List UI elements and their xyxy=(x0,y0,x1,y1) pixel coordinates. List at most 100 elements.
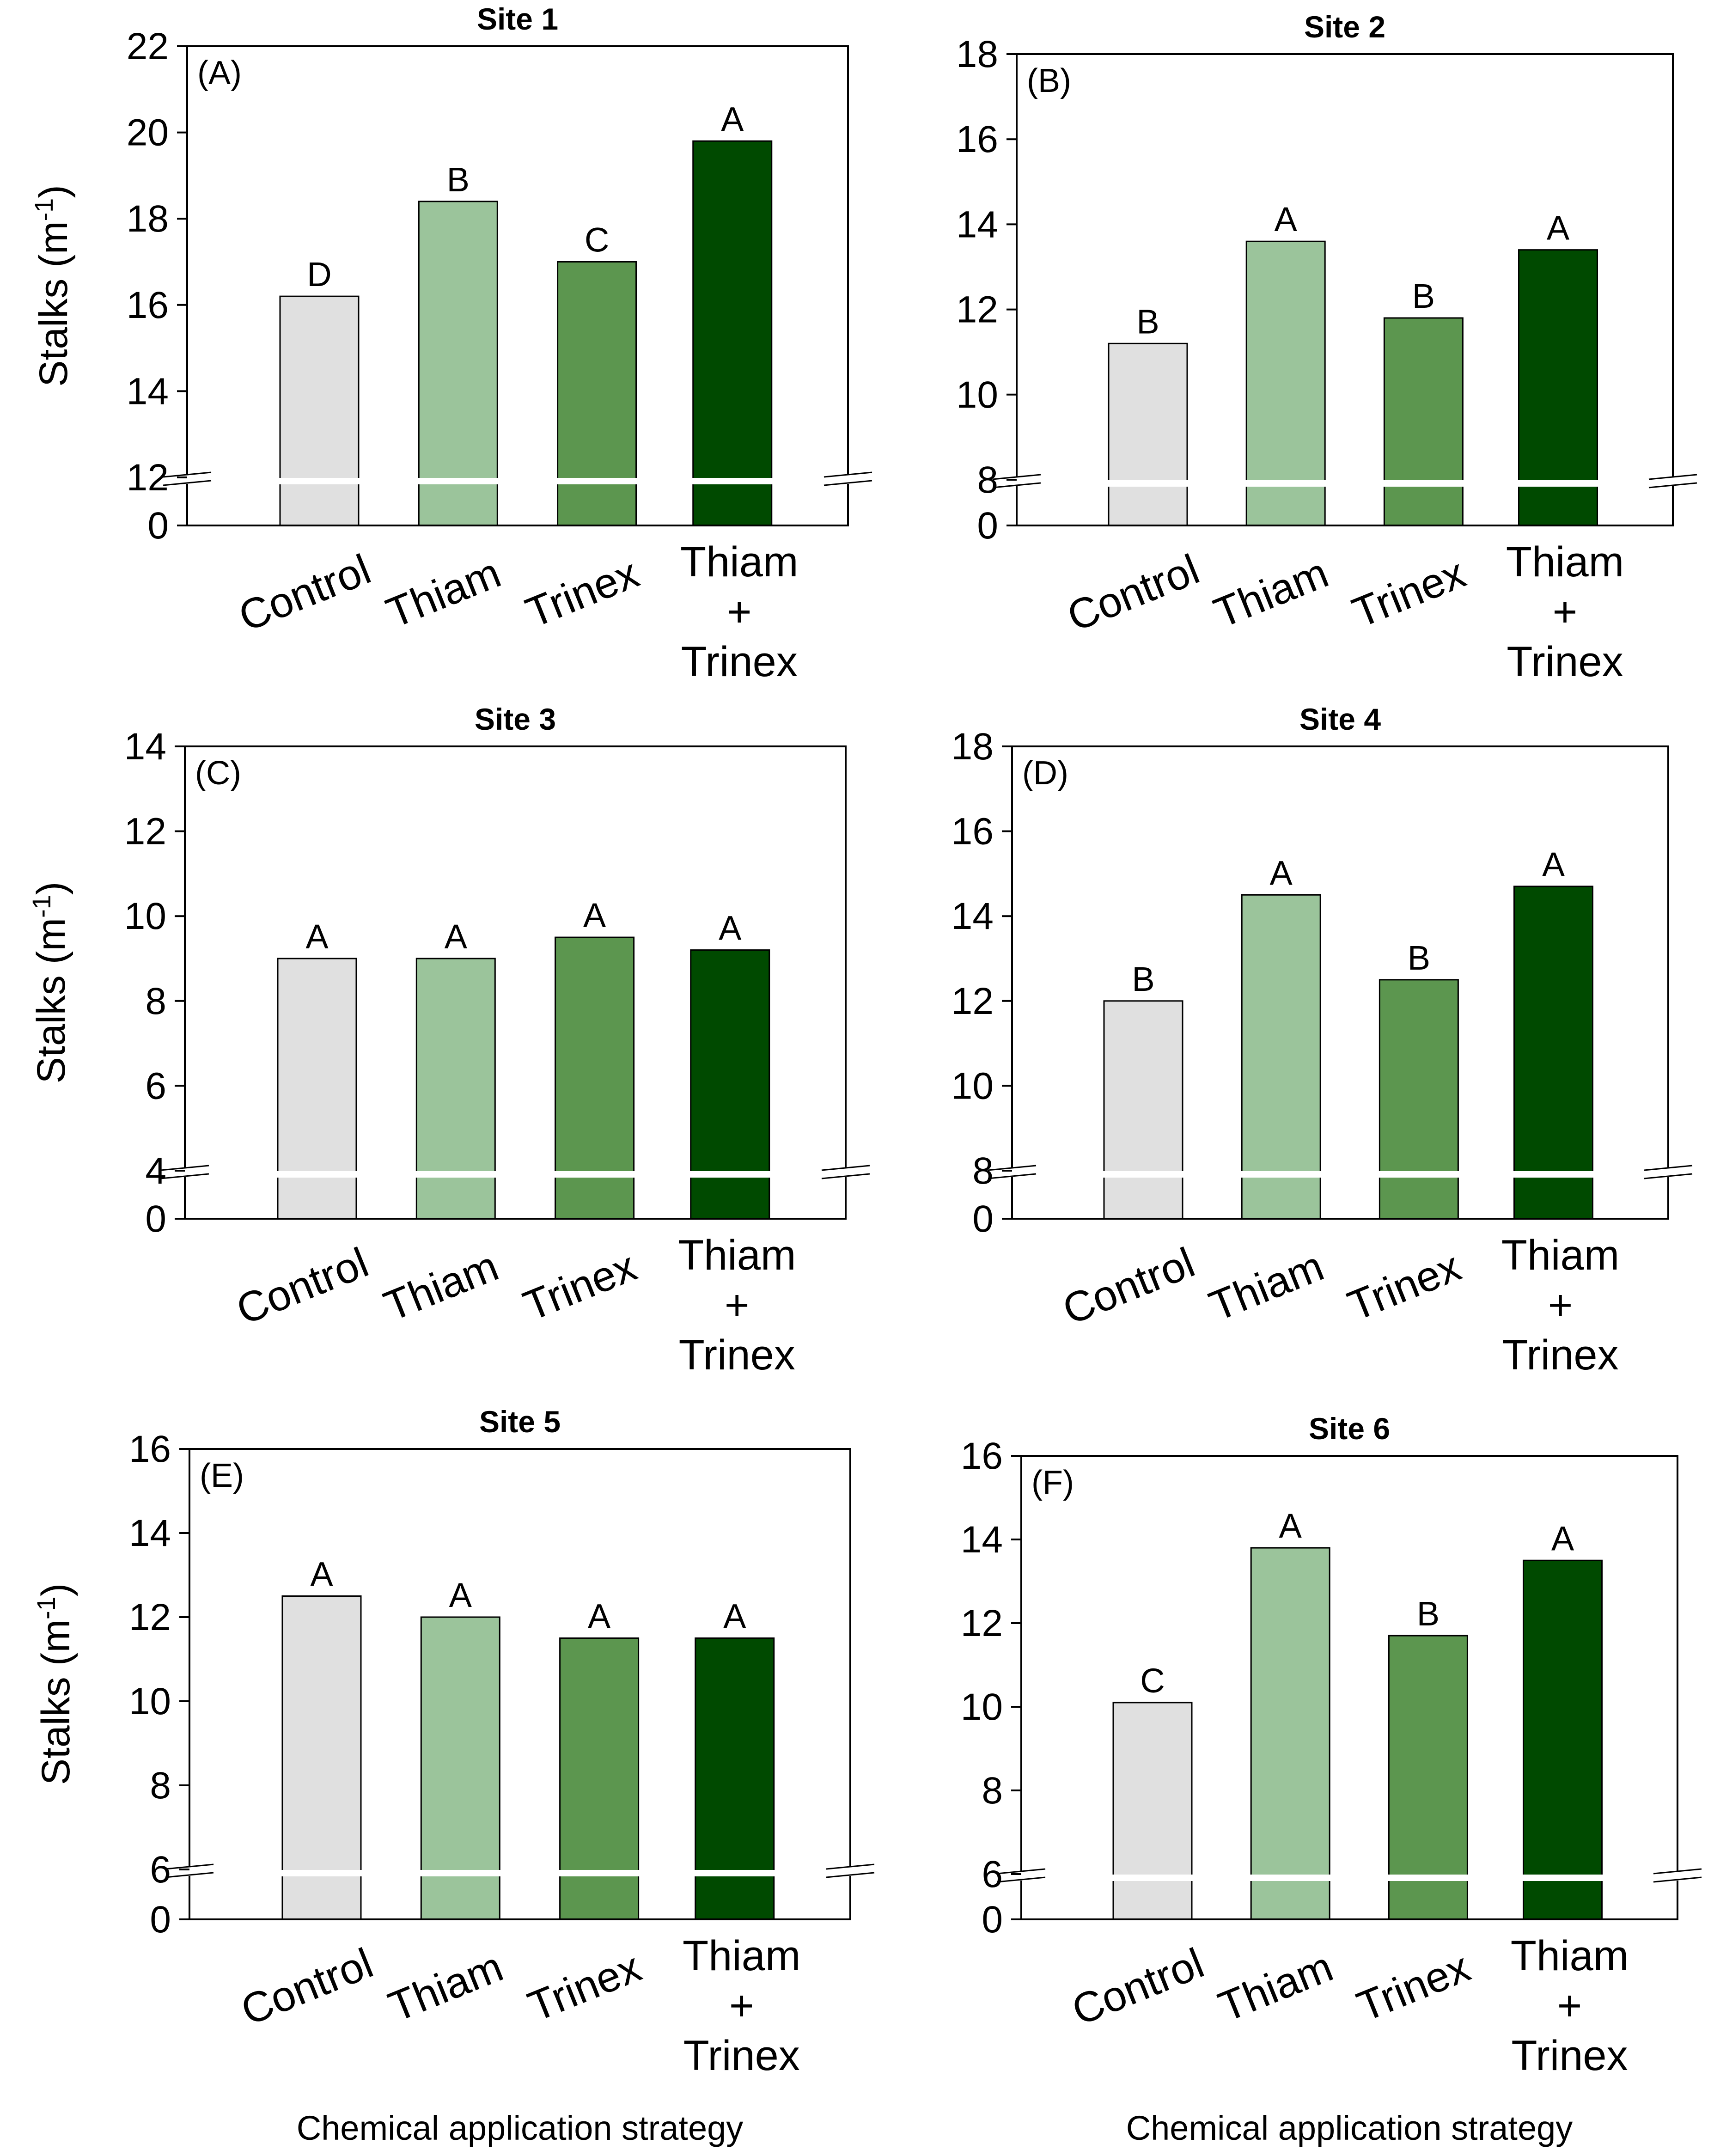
plot-frame-upper xyxy=(184,745,847,1168)
x-tick-label-line: Thiam xyxy=(683,1932,801,1979)
bar-2 xyxy=(1250,1547,1330,1920)
y-tick-label: 6 xyxy=(982,1853,1003,1895)
bar-1 xyxy=(1112,1702,1193,1920)
y-tick-label: 16 xyxy=(961,1435,1003,1477)
x-axis-label: Chemical application strategy xyxy=(297,2109,744,2147)
significance-label: A xyxy=(723,1597,746,1636)
plot-frame-lower xyxy=(186,484,849,526)
plot-frame-lower xyxy=(1016,486,1674,526)
x-tick-label: Control xyxy=(232,545,377,641)
y-tick-label-baseline: 0 xyxy=(982,1899,1003,1941)
site-title: Site 1 xyxy=(477,2,558,36)
y-tick-label: 10 xyxy=(129,1680,171,1722)
y-tick-label: 10 xyxy=(956,374,998,416)
axis-break-band xyxy=(1024,1875,1675,1881)
axis-break-mark xyxy=(992,482,1041,489)
x-tick-label-line: + xyxy=(1553,588,1578,635)
significance-label: D xyxy=(307,255,331,293)
bar-2 xyxy=(418,201,498,526)
bar-4 xyxy=(1513,886,1593,1220)
y-tick-label: 16 xyxy=(952,811,994,853)
panel-letter: (F) xyxy=(1031,1464,1074,1501)
axis-break-mark xyxy=(1644,1173,1693,1179)
y-tick-label: 14 xyxy=(127,370,169,412)
bar-3 xyxy=(1383,317,1464,526)
bar-3 xyxy=(559,1637,640,1920)
axis-break-mark xyxy=(165,1863,214,1870)
bar-2 xyxy=(1241,894,1321,1220)
significance-label: A xyxy=(1275,200,1298,238)
bar-2 xyxy=(420,1616,500,1920)
plot-frame-lower xyxy=(189,1876,851,1920)
bar-1 xyxy=(279,295,360,526)
x-tick-label: Control xyxy=(1061,545,1206,641)
y-tick-label-baseline: 0 xyxy=(972,1198,994,1240)
bar-4 xyxy=(690,949,770,1220)
bar-3 xyxy=(1388,1635,1468,1920)
bar-4 xyxy=(1518,249,1598,526)
x-tick-label-line: Thiam xyxy=(680,538,799,586)
y-tick-label: 12 xyxy=(124,811,166,853)
x-tick-label: Control xyxy=(1066,1939,1210,2034)
x-tick-label-line: + xyxy=(1548,1282,1573,1329)
x-tick-label: Trinex xyxy=(519,550,645,637)
significance-label: A xyxy=(721,100,744,138)
y-tick-label: 8 xyxy=(972,1150,994,1192)
axis-break-mark xyxy=(163,480,212,486)
bar-4 xyxy=(695,1637,775,1920)
y-tick-label: 8 xyxy=(150,1765,171,1807)
axis-break-mark xyxy=(1653,1868,1702,1875)
y-tick-label-baseline: 0 xyxy=(977,505,998,547)
panel-letter: (C) xyxy=(195,755,241,792)
axis-break-mark xyxy=(823,471,872,478)
y-tick-label: 14 xyxy=(961,1519,1003,1561)
x-tick-label-line: Thiam xyxy=(1506,538,1624,586)
axis-break-mark xyxy=(823,480,872,486)
y-axis-label: Stalks (m-1) xyxy=(27,882,74,1084)
x-tick-label-line: + xyxy=(729,1982,754,2029)
y-tick-label: 6 xyxy=(150,1849,171,1891)
plot-frame-upper xyxy=(1020,1455,1678,1871)
y-tick-label: 12 xyxy=(129,1596,171,1638)
plot-frame-upper xyxy=(186,45,849,475)
y-tick-label: 8 xyxy=(982,1770,1003,1812)
panel-letter: (D) xyxy=(1022,755,1068,792)
significance-label: A xyxy=(1279,1507,1302,1545)
y-tick-label: 12 xyxy=(956,289,998,331)
x-tick-label-line: Trinex xyxy=(1511,2032,1628,2079)
x-tick-label: Thiam xyxy=(1203,1242,1330,1330)
bar-1 xyxy=(281,1595,362,1920)
significance-label: A xyxy=(449,1576,472,1614)
axis-break-mark xyxy=(826,1863,875,1870)
significance-label: A xyxy=(719,909,742,947)
axis-break-mark xyxy=(1644,1165,1693,1171)
y-tick-label: 18 xyxy=(127,198,169,240)
axis-break-mark xyxy=(1653,1876,1702,1883)
plot-frame-lower xyxy=(184,1177,847,1220)
significance-label: B xyxy=(1132,960,1154,998)
y-tick-label: 10 xyxy=(952,1065,994,1107)
y-tick-label: 14 xyxy=(129,1512,171,1554)
axis-break-mark xyxy=(821,1165,870,1171)
y-tick-label: 8 xyxy=(145,980,166,1022)
significance-label: B xyxy=(1412,277,1435,315)
plot-frame-upper xyxy=(189,1448,851,1867)
axis-break-mark xyxy=(821,1173,870,1179)
bar-1 xyxy=(277,958,357,1220)
y-tick-label: 16 xyxy=(129,1428,171,1470)
axis-break-band xyxy=(190,478,845,484)
axis-break-mark xyxy=(826,1872,875,1878)
x-tick-label: Trinex xyxy=(1351,1943,1476,2031)
x-tick-label: Trinex xyxy=(1342,1243,1467,1330)
x-tick-label: Control xyxy=(1056,1239,1201,1334)
axis-break-band xyxy=(1019,480,1670,487)
axis-break-mark xyxy=(992,474,1041,480)
significance-label: B xyxy=(1417,1594,1440,1633)
x-tick-label: Control xyxy=(235,1939,379,2034)
